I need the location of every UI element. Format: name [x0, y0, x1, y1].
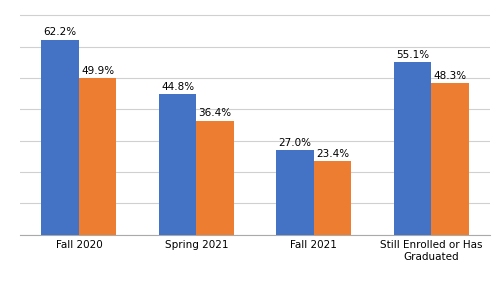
- Text: 23.4%: 23.4%: [316, 149, 349, 159]
- Text: 27.0%: 27.0%: [278, 138, 312, 147]
- Bar: [196, 121, 234, 235]
- Text: 36.4%: 36.4%: [198, 108, 232, 118]
- Text: 44.8%: 44.8%: [161, 82, 194, 92]
- Bar: [431, 83, 469, 235]
- Bar: [314, 161, 352, 235]
- Bar: [276, 150, 314, 235]
- Text: 55.1%: 55.1%: [396, 49, 429, 60]
- Text: 62.2%: 62.2%: [44, 27, 76, 37]
- Text: 49.9%: 49.9%: [81, 66, 114, 76]
- Text: 48.3%: 48.3%: [434, 71, 466, 81]
- Bar: [79, 78, 116, 235]
- Bar: [394, 62, 431, 235]
- Bar: [158, 94, 196, 235]
- Bar: [42, 40, 79, 235]
